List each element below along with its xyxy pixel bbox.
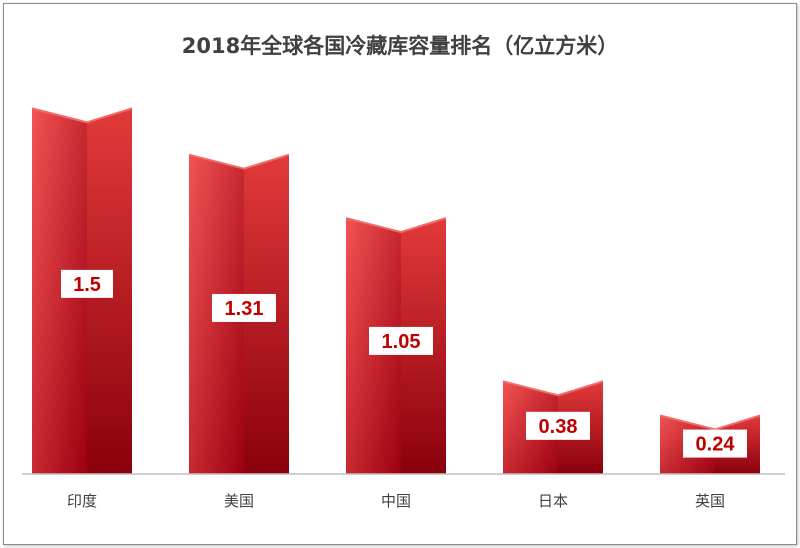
chart-title: 2018年全球各国冷藏库容量排名（亿立方米） [181,34,619,58]
data-label-box [683,429,747,458]
data-label: 0.38 [539,416,578,438]
x-tick-label: 印度 [67,492,97,510]
x-tick-label: 美国 [224,492,254,510]
x-tick-label: 中国 [381,492,411,510]
data-label: 1.05 [382,331,421,353]
data-label-box [526,411,590,440]
bar-top-edge [502,380,604,397]
data-label-box [212,293,276,322]
data-label: 1.31 [225,298,264,320]
data-label-box [369,326,433,355]
x-tick-label: 日本 [538,492,568,510]
x-tick-label: 英国 [695,492,725,510]
bar-front-face [32,108,87,474]
bar-top-edge [345,217,447,234]
bar-top-edge [188,153,290,170]
data-label: 1.5 [73,274,101,296]
data-label: 0.24 [696,434,736,456]
bar-top-edge [659,414,761,431]
bar-top-edge [31,107,133,124]
data-label-box [61,269,113,298]
